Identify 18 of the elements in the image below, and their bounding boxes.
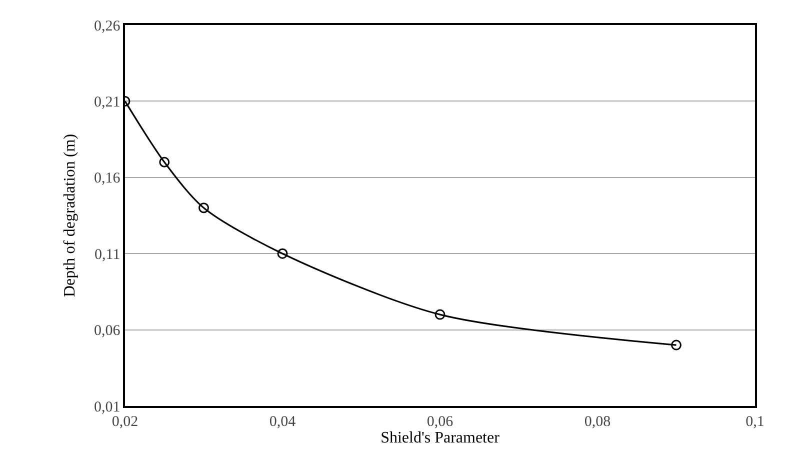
y-tick-label: 0,26 <box>94 18 121 34</box>
point <box>198 202 209 214</box>
point <box>671 340 682 350</box>
y-tick-label: 0,21 <box>94 94 120 110</box>
x-axis-title: Shield's Parameter <box>380 430 500 447</box>
x-tick-label: 0,08 <box>584 414 611 430</box>
x-tick-label: 0,1 <box>746 414 764 430</box>
y-tick-label: 0,01 <box>94 399 120 416</box>
point <box>159 156 170 168</box>
x-tick-label: 0,02 <box>112 414 138 430</box>
x-tick-label: 0,04 <box>269 414 296 430</box>
y-tick-label: 0,11 <box>94 246 120 263</box>
point <box>277 248 288 259</box>
y-tick-label: 0,06 <box>94 323 121 340</box>
point <box>434 309 446 320</box>
y-axis-title: Depth of degradation (m) <box>61 134 78 298</box>
x-tick-label: 0,06 <box>426 414 454 430</box>
y-tick-label: 0,16 <box>94 170 121 187</box>
